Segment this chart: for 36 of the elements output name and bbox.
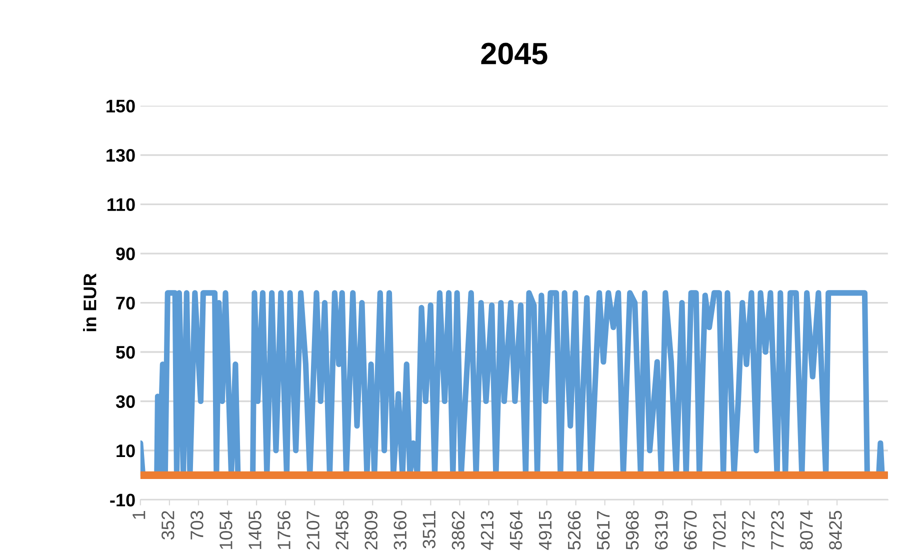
x-tick-label: 7021 — [712, 511, 726, 550]
x-tick-label: 4564 — [510, 510, 523, 550]
y-tick-label: 10 — [116, 444, 135, 458]
x-tick-label: 4915 — [538, 510, 552, 550]
y-tick-label: 130 — [106, 148, 135, 162]
x-tick-label: 3511 — [422, 511, 436, 548]
x-tick-label: 5617 — [596, 511, 610, 550]
x-tick-label: 703 — [190, 510, 204, 540]
chart-title: 2045 — [481, 42, 548, 64]
x-tick-label: 2107 — [306, 511, 320, 550]
x-tick-label: 3862 — [452, 511, 465, 550]
x-tick-label: 4213 — [480, 510, 494, 550]
x-tick-label: 352 — [162, 511, 174, 540]
x-tick-label: 1 — [132, 511, 146, 519]
x-tick-label: 2458 — [336, 510, 348, 550]
x-tick-label: 8074 — [800, 510, 813, 550]
y-tick-label: 70 — [116, 296, 135, 310]
y-tick-label: 30 — [116, 395, 135, 408]
x-tick-label: 6319 — [654, 511, 668, 550]
x-tick-label: 6670 — [684, 510, 697, 550]
y-tick-label: 110 — [108, 198, 135, 212]
y-tick-label: 50 — [116, 346, 135, 359]
x-tick-label: 1405 — [248, 510, 262, 549]
x-tick-label: 7372 — [742, 511, 755, 550]
y-tick-label: -10 — [110, 494, 135, 506]
x-tick-label: 5266 — [568, 510, 581, 550]
x-tick-label: 5968 — [626, 510, 639, 550]
x-tick-label: 1756 — [278, 510, 290, 549]
x-tick-label: 7723 — [771, 510, 784, 550]
x-tick-label: 1054 — [220, 510, 232, 549]
y-tick-label: 150 — [106, 100, 135, 113]
y-tick-label: 90 — [116, 247, 135, 260]
x-tick-label: 2809 — [364, 511, 378, 550]
y-axis-title: in EUR — [83, 274, 96, 332]
x-tick-label: 3160 — [394, 510, 406, 550]
x-tick-label: 8425 — [829, 510, 842, 550]
